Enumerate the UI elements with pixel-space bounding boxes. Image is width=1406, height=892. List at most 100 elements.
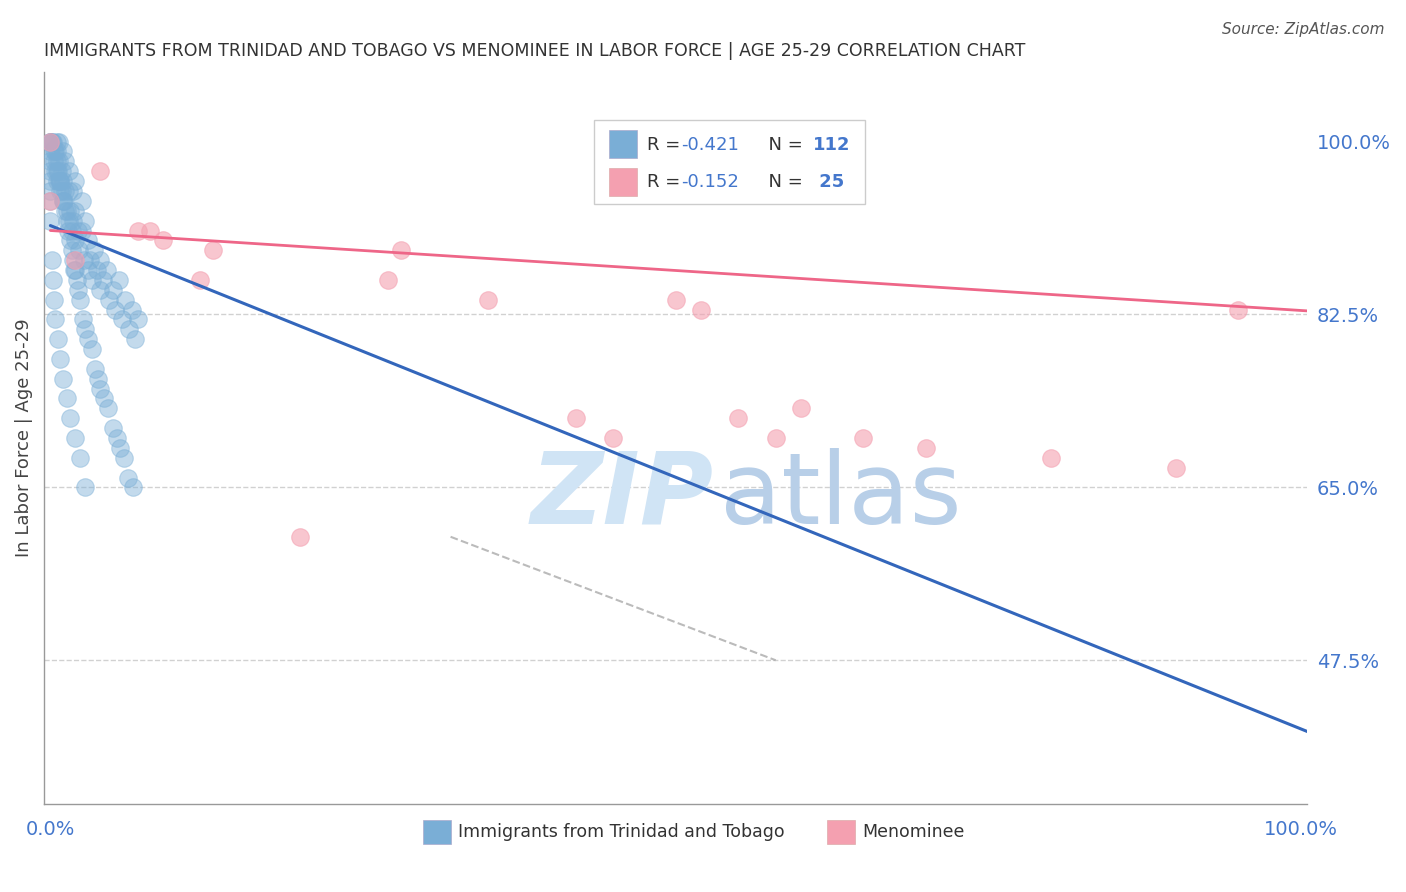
Point	[852, 431, 875, 445]
Point	[83, 244, 105, 258]
Point	[127, 312, 149, 326]
Text: Menominee: Menominee	[863, 823, 965, 841]
Point	[58, 184, 80, 198]
Point	[104, 302, 127, 317]
Text: atlas: atlas	[720, 448, 962, 545]
Point	[108, 273, 131, 287]
Point	[122, 480, 145, 494]
Point	[73, 253, 96, 268]
Point	[1164, 460, 1187, 475]
Point	[59, 203, 82, 218]
Point	[63, 263, 86, 277]
Point	[66, 283, 89, 297]
Point	[42, 154, 65, 169]
Point	[389, 244, 412, 258]
Point	[55, 203, 77, 218]
Point	[1039, 450, 1062, 465]
Point	[55, 392, 77, 406]
Point	[65, 431, 87, 445]
Text: Immigrants from Trinidad and Tobago: Immigrants from Trinidad and Tobago	[458, 823, 785, 841]
Point	[67, 244, 90, 258]
Point	[112, 450, 135, 465]
Point	[39, 194, 62, 208]
Point	[790, 401, 813, 416]
Point	[89, 382, 111, 396]
Point	[39, 135, 62, 149]
Point	[52, 174, 75, 188]
Point	[290, 530, 312, 544]
Point	[45, 135, 67, 149]
Point	[39, 164, 62, 178]
Point	[45, 174, 67, 188]
Point	[52, 372, 75, 386]
Point	[46, 332, 69, 346]
Point	[51, 184, 73, 198]
Point	[56, 223, 79, 237]
Point	[42, 293, 65, 307]
Point	[377, 273, 399, 287]
Point	[39, 135, 62, 149]
Point	[39, 213, 62, 227]
Text: 25: 25	[814, 173, 845, 191]
Point	[127, 223, 149, 237]
Point	[689, 302, 711, 317]
Point	[77, 263, 100, 277]
Bar	[609, 168, 637, 195]
Point	[139, 223, 162, 237]
Point	[53, 203, 76, 218]
Point	[39, 184, 62, 198]
Point	[124, 332, 146, 346]
Point	[121, 302, 143, 317]
Bar	[423, 821, 451, 844]
Text: IMMIGRANTS FROM TRINIDAD AND TOBAGO VS MENOMINEE IN LABOR FORCE | AGE 25-29 CORR: IMMIGRANTS FROM TRINIDAD AND TOBAGO VS M…	[44, 42, 1025, 60]
Point	[45, 154, 67, 169]
Point	[89, 283, 111, 297]
Point	[69, 450, 91, 465]
Bar	[609, 130, 637, 158]
Point	[65, 263, 87, 277]
Point	[52, 194, 75, 208]
Point	[91, 273, 114, 287]
Point	[101, 421, 124, 435]
Point	[55, 213, 77, 227]
Point	[58, 164, 80, 178]
Point	[89, 164, 111, 178]
Point	[39, 135, 62, 149]
Point	[39, 174, 62, 188]
Point	[44, 164, 66, 178]
Text: Source: ZipAtlas.com: Source: ZipAtlas.com	[1222, 22, 1385, 37]
Point	[49, 351, 72, 366]
Point	[53, 184, 76, 198]
Point	[39, 145, 62, 159]
Point	[564, 411, 586, 425]
Point	[49, 174, 72, 188]
Text: ZIP: ZIP	[530, 448, 714, 545]
Point	[101, 283, 124, 297]
Text: 112: 112	[814, 136, 851, 154]
Point	[69, 293, 91, 307]
Point	[765, 431, 787, 445]
Point	[1227, 302, 1250, 317]
Text: R =: R =	[647, 173, 686, 191]
Point	[914, 441, 936, 455]
Point	[118, 322, 141, 336]
Point	[49, 174, 72, 188]
Point	[80, 342, 103, 356]
Point	[44, 312, 66, 326]
Point	[117, 470, 139, 484]
Point	[39, 194, 62, 208]
Point	[75, 213, 97, 227]
Point	[89, 253, 111, 268]
Point	[65, 174, 87, 188]
Point	[53, 194, 76, 208]
Point	[80, 273, 103, 287]
Point	[60, 244, 83, 258]
Point	[727, 411, 749, 425]
Text: R =: R =	[647, 136, 686, 154]
Point	[49, 184, 72, 198]
Point	[65, 253, 87, 268]
Point	[62, 213, 84, 227]
Point	[602, 431, 624, 445]
Point	[70, 194, 93, 208]
Point	[96, 263, 118, 277]
